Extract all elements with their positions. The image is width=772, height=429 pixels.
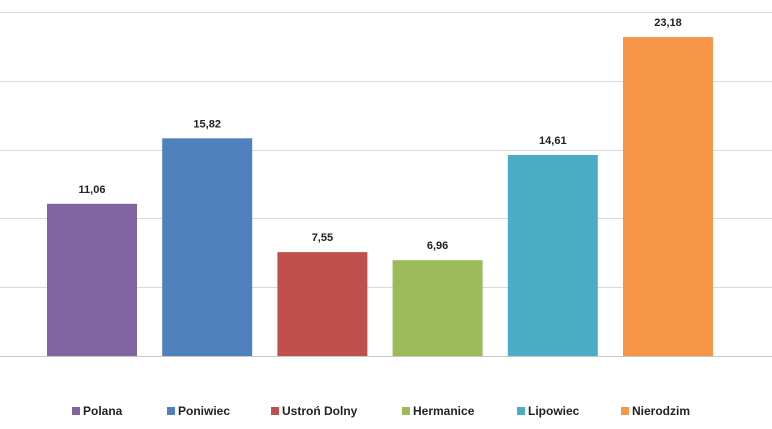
bars bbox=[47, 37, 713, 356]
legend-swatch bbox=[402, 407, 410, 415]
data-label: 14,61 bbox=[539, 135, 567, 147]
legend-label: Ustroń Dolny bbox=[282, 404, 358, 418]
legend-swatch bbox=[167, 407, 175, 415]
value-labels: 11,06 15,82 7,55 6,96 14,61 23,18 bbox=[79, 17, 682, 252]
legend-item: Ustroń Dolny bbox=[271, 403, 357, 419]
legend-item: Polana bbox=[72, 403, 122, 419]
legend-item: Nierodzim bbox=[621, 403, 690, 419]
legend-swatch bbox=[271, 407, 279, 415]
legend-swatch bbox=[72, 407, 80, 415]
legend-label: Poniwiec bbox=[178, 404, 231, 418]
bar-nierodzim bbox=[623, 37, 713, 356]
legend-label: Polana bbox=[83, 404, 123, 418]
bar-hermanice bbox=[392, 260, 483, 356]
bar-polana bbox=[47, 203, 137, 356]
legend-swatch bbox=[621, 407, 629, 415]
data-label: 23,18 bbox=[654, 17, 682, 29]
legend-label: Hermanice bbox=[413, 404, 475, 418]
data-label: 11,06 bbox=[79, 184, 106, 196]
legend: Polana Poniwiec Ustroń Dolny Hermanice Lipow… bbox=[0, 403, 772, 419]
bar-lipowiec bbox=[507, 154, 598, 356]
legend-item: Lipowiec bbox=[517, 403, 579, 419]
bar-ustroń-dolny bbox=[277, 252, 368, 356]
legend-label: Nierodzim bbox=[632, 404, 691, 418]
data-label: 15,82 bbox=[193, 118, 221, 130]
legend-item: Hermanice bbox=[402, 403, 474, 419]
legend-swatch bbox=[517, 407, 525, 415]
data-label: 7,55 bbox=[312, 232, 333, 244]
legend-item: Poniwiec bbox=[167, 403, 230, 419]
data-label: 6,96 bbox=[427, 240, 448, 252]
legend-label: Lipowiec bbox=[528, 404, 580, 418]
bar-poniwiec bbox=[162, 138, 253, 356]
